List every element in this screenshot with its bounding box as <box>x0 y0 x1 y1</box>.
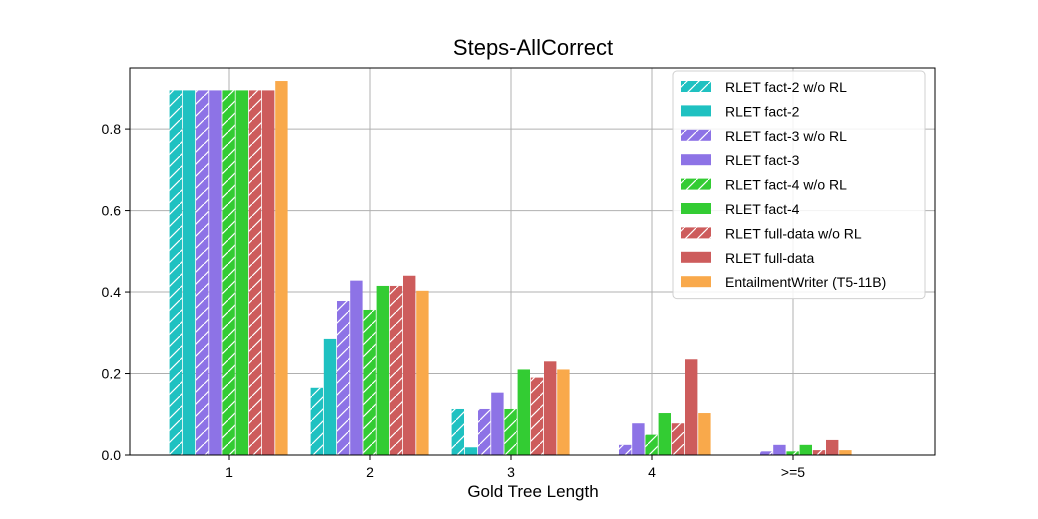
y-tick-label: 0.6 <box>102 203 122 219</box>
bar <box>544 361 557 455</box>
legend-label: RLET fact-4 <box>725 201 800 217</box>
legend-swatch <box>681 203 711 214</box>
bar-hatch <box>248 90 262 455</box>
bar <box>275 81 288 455</box>
axis-ticks: 1 2 3 4 >=5 0.0 0.2 0.4 0.6 0.8 <box>102 121 806 480</box>
legend: RLET fact-2 w/o RL RLET fact-2 RLET fact-3… <box>672 70 926 300</box>
bars <box>169 81 852 455</box>
bar <box>403 275 416 455</box>
legend-swatch-hatch <box>681 178 711 190</box>
bar-hatch <box>812 450 826 455</box>
bar <box>632 423 645 455</box>
bar-hatch <box>530 377 544 455</box>
bar <box>773 444 786 455</box>
bar-hatch <box>645 434 658 455</box>
legend-swatch <box>681 251 711 263</box>
bar-hatch <box>760 451 773 455</box>
legend-label: RLET fact-3 <box>725 152 800 168</box>
y-tick-label: 0.4 <box>102 284 122 300</box>
plot-area-frame <box>129 67 936 456</box>
bar <box>350 280 363 455</box>
bar-hatch <box>222 90 235 455</box>
bar <box>182 90 196 455</box>
legend-swatch-hatch <box>681 129 711 141</box>
legend-swatch <box>681 105 711 117</box>
legend-swatch <box>681 154 711 166</box>
legend-label: RLET fact-2 <box>725 103 800 119</box>
x-tick-label: 1 <box>225 464 233 480</box>
legend-swatch <box>681 276 711 288</box>
legend-label: RLET full-data <box>725 250 814 266</box>
bar-hatch <box>786 451 799 455</box>
x-tick-label: >=5 <box>781 464 805 480</box>
x-tick-label: 4 <box>648 464 656 480</box>
bar <box>826 439 839 455</box>
y-tick-label: 0.8 <box>102 121 122 137</box>
x-tick-label: 3 <box>507 464 515 480</box>
x-tick-label: 2 <box>366 464 374 480</box>
bar <box>323 338 337 455</box>
y-tick-label: 0.0 <box>102 447 122 463</box>
bar <box>416 290 429 455</box>
legend-label: RLET fact-3 w/o RL <box>725 128 847 144</box>
bar-hatch <box>389 285 403 455</box>
legend-label: RLET fact-2 w/o RL <box>725 79 847 95</box>
bar-hatch <box>478 408 491 455</box>
y-tick-label: 0.2 <box>102 366 122 382</box>
bar-hatch <box>363 309 376 455</box>
bar <box>557 369 570 455</box>
bar-hatch <box>196 90 209 455</box>
bar <box>235 90 248 455</box>
bar-hatch <box>451 408 464 455</box>
bar <box>464 447 478 455</box>
legend-label: RLET fact-4 w/o RL <box>725 177 847 193</box>
legend-label: EntailmentWriter (T5-11B) <box>725 274 886 290</box>
legend-swatch-hatch <box>681 227 711 239</box>
bar <box>799 444 812 455</box>
bar <box>658 413 671 455</box>
bar-hatch <box>169 90 182 455</box>
bar <box>209 90 222 455</box>
bar <box>839 450 852 455</box>
bar <box>517 369 530 455</box>
legend-label: RLET full-data w/o RL <box>725 225 862 241</box>
bar <box>491 392 504 455</box>
bar <box>376 285 389 455</box>
legend-box <box>672 70 926 300</box>
bar-hatch <box>310 387 323 455</box>
bar <box>685 359 698 455</box>
legend-swatch-hatch <box>681 81 711 92</box>
bar <box>262 90 275 455</box>
bar-hatch <box>619 444 632 455</box>
bar-hatch <box>671 423 685 455</box>
chart-title: Steps-AllCorrect <box>453 35 613 60</box>
bar-hatch <box>337 301 350 455</box>
bar-hatch <box>504 408 517 455</box>
x-axis-label: Gold Tree Length <box>467 482 598 501</box>
bar <box>698 413 711 455</box>
